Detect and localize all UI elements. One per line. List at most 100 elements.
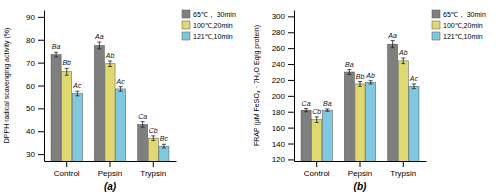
y-tick: 220 bbox=[272, 76, 294, 85]
bar bbox=[344, 72, 354, 161]
legend-label: 121℃,10min bbox=[193, 33, 233, 40]
error-bar bbox=[347, 70, 351, 75]
y-axis-title: FRAP (μM FeSO₄ · 7H₂O Eq/g protein) bbox=[253, 25, 261, 146]
y-tick-label: 90 bbox=[26, 13, 35, 22]
legend-swatch bbox=[182, 32, 190, 40]
x-tick-mark bbox=[403, 161, 404, 167]
y-tick: 40 bbox=[26, 127, 44, 136]
y-tick-mark bbox=[288, 96, 294, 97]
annotation: Ca bbox=[302, 100, 311, 107]
y-tick: 200 bbox=[272, 92, 294, 101]
y-tick: 90 bbox=[26, 13, 44, 22]
legend-swatch bbox=[432, 10, 440, 18]
x-tick-mark bbox=[153, 161, 154, 167]
y-tick: 140 bbox=[272, 140, 294, 149]
legend-item: 65℃， 30min bbox=[182, 10, 236, 18]
annotation: Bb bbox=[356, 73, 365, 80]
bar-series bbox=[301, 41, 398, 161]
bar bbox=[355, 84, 365, 161]
x-tick: Trypsin bbox=[140, 161, 166, 178]
y-tick-mark bbox=[38, 63, 44, 64]
y-tick-label: 300 bbox=[272, 12, 286, 21]
y-tick: 240 bbox=[272, 60, 294, 69]
y-tick-mark bbox=[38, 17, 44, 18]
y-tick-mark bbox=[288, 48, 294, 49]
panel: BaAaCaBbAbCbAcAcBc30405060708090ControlP… bbox=[3, 10, 236, 195]
bar bbox=[398, 61, 408, 161]
figure: BaAaCaBbAbCbAcAcBc30405060708090ControlP… bbox=[0, 0, 500, 195]
y-tick: 260 bbox=[272, 44, 294, 53]
bar bbox=[322, 110, 332, 161]
bar-series bbox=[312, 58, 409, 161]
error-bar bbox=[369, 81, 373, 84]
x-tick: Pepsin bbox=[98, 161, 122, 178]
x-axis: ControlPepsinTrypsin bbox=[45, 161, 177, 178]
annotations: BaAaCaBbAbCbAcAcBc bbox=[52, 33, 169, 142]
legend-item: 100℃,20min bbox=[182, 21, 233, 29]
y-tick: 300 bbox=[272, 12, 294, 21]
y-tick-mark bbox=[288, 128, 294, 129]
annotation: Ba bbox=[52, 43, 61, 50]
bar-series bbox=[51, 42, 148, 161]
bar bbox=[72, 94, 82, 161]
bar-series bbox=[62, 61, 159, 161]
legend-swatch bbox=[432, 21, 440, 29]
annotation: Ac bbox=[72, 82, 82, 89]
plot-area bbox=[301, 41, 419, 161]
y-tick-mark bbox=[38, 131, 44, 132]
bar bbox=[159, 146, 169, 161]
y-axis-line bbox=[44, 11, 45, 162]
legend-label: 100℃,20min bbox=[193, 22, 233, 29]
y-tick-label: 160 bbox=[272, 124, 286, 133]
annotation: Aa bbox=[387, 32, 397, 39]
annotations: CaBaAaCbBbAbBaAbAc bbox=[302, 32, 419, 115]
bar bbox=[366, 82, 376, 161]
y-tick-label: 120 bbox=[272, 155, 286, 164]
annotation: Ab bbox=[105, 52, 115, 59]
legend-swatch bbox=[182, 21, 190, 29]
annotation: Ba bbox=[345, 61, 354, 68]
x-tick-label: Control bbox=[304, 169, 330, 178]
annotation: Ca bbox=[138, 113, 147, 120]
y-tick-label: 60 bbox=[26, 82, 35, 91]
y-tick-label: 260 bbox=[272, 44, 286, 53]
annotation: Ab bbox=[365, 72, 375, 79]
x-tick-label: Pepsin bbox=[98, 169, 122, 178]
annotation: Ba bbox=[323, 100, 332, 107]
legend-item: 65℃， 30min bbox=[432, 10, 486, 18]
bar bbox=[388, 44, 398, 161]
y-axis: 120140160180200220240260280300 bbox=[272, 11, 295, 165]
bar bbox=[312, 120, 322, 161]
y-tick-label: 40 bbox=[26, 127, 35, 136]
y-tick: 50 bbox=[26, 104, 44, 113]
annotation: Bc bbox=[160, 135, 169, 142]
y-axis: 30 40 50 60 70 80 90 bbox=[26, 11, 44, 162]
y-tick-label: 30 bbox=[26, 150, 35, 159]
annotation: Ac bbox=[116, 78, 126, 85]
bar bbox=[116, 89, 126, 161]
x-tick-label: Trypsin bbox=[390, 169, 416, 178]
bar-series bbox=[72, 87, 169, 161]
bar bbox=[94, 45, 104, 161]
error-bar bbox=[412, 84, 416, 89]
y-axis-line bbox=[294, 11, 295, 162]
y-tick: 120 bbox=[272, 155, 294, 164]
error-bar bbox=[401, 58, 405, 64]
y-tick: 80 bbox=[26, 36, 44, 45]
x-tick: Control bbox=[304, 161, 330, 178]
plot-area bbox=[51, 42, 169, 161]
x-tick: Trypsin bbox=[390, 161, 416, 178]
y-tick-label: 70 bbox=[26, 59, 35, 68]
panel: CaBaAaCbBbAbBaAbAc1201401601802002202402… bbox=[253, 10, 486, 195]
annotation: Ab bbox=[398, 49, 408, 56]
error-bar bbox=[119, 87, 123, 92]
y-tick-mark bbox=[288, 112, 294, 113]
legend-label: 65℃， 30min bbox=[193, 11, 236, 18]
x-tick-mark bbox=[110, 161, 111, 167]
legend-swatch bbox=[182, 10, 190, 18]
bar bbox=[409, 86, 419, 161]
error-bar bbox=[141, 122, 145, 127]
error-bar bbox=[151, 136, 155, 141]
error-bar bbox=[97, 42, 101, 49]
legend: 65℃， 30min 100℃,20min 121℃,10min bbox=[182, 10, 236, 40]
